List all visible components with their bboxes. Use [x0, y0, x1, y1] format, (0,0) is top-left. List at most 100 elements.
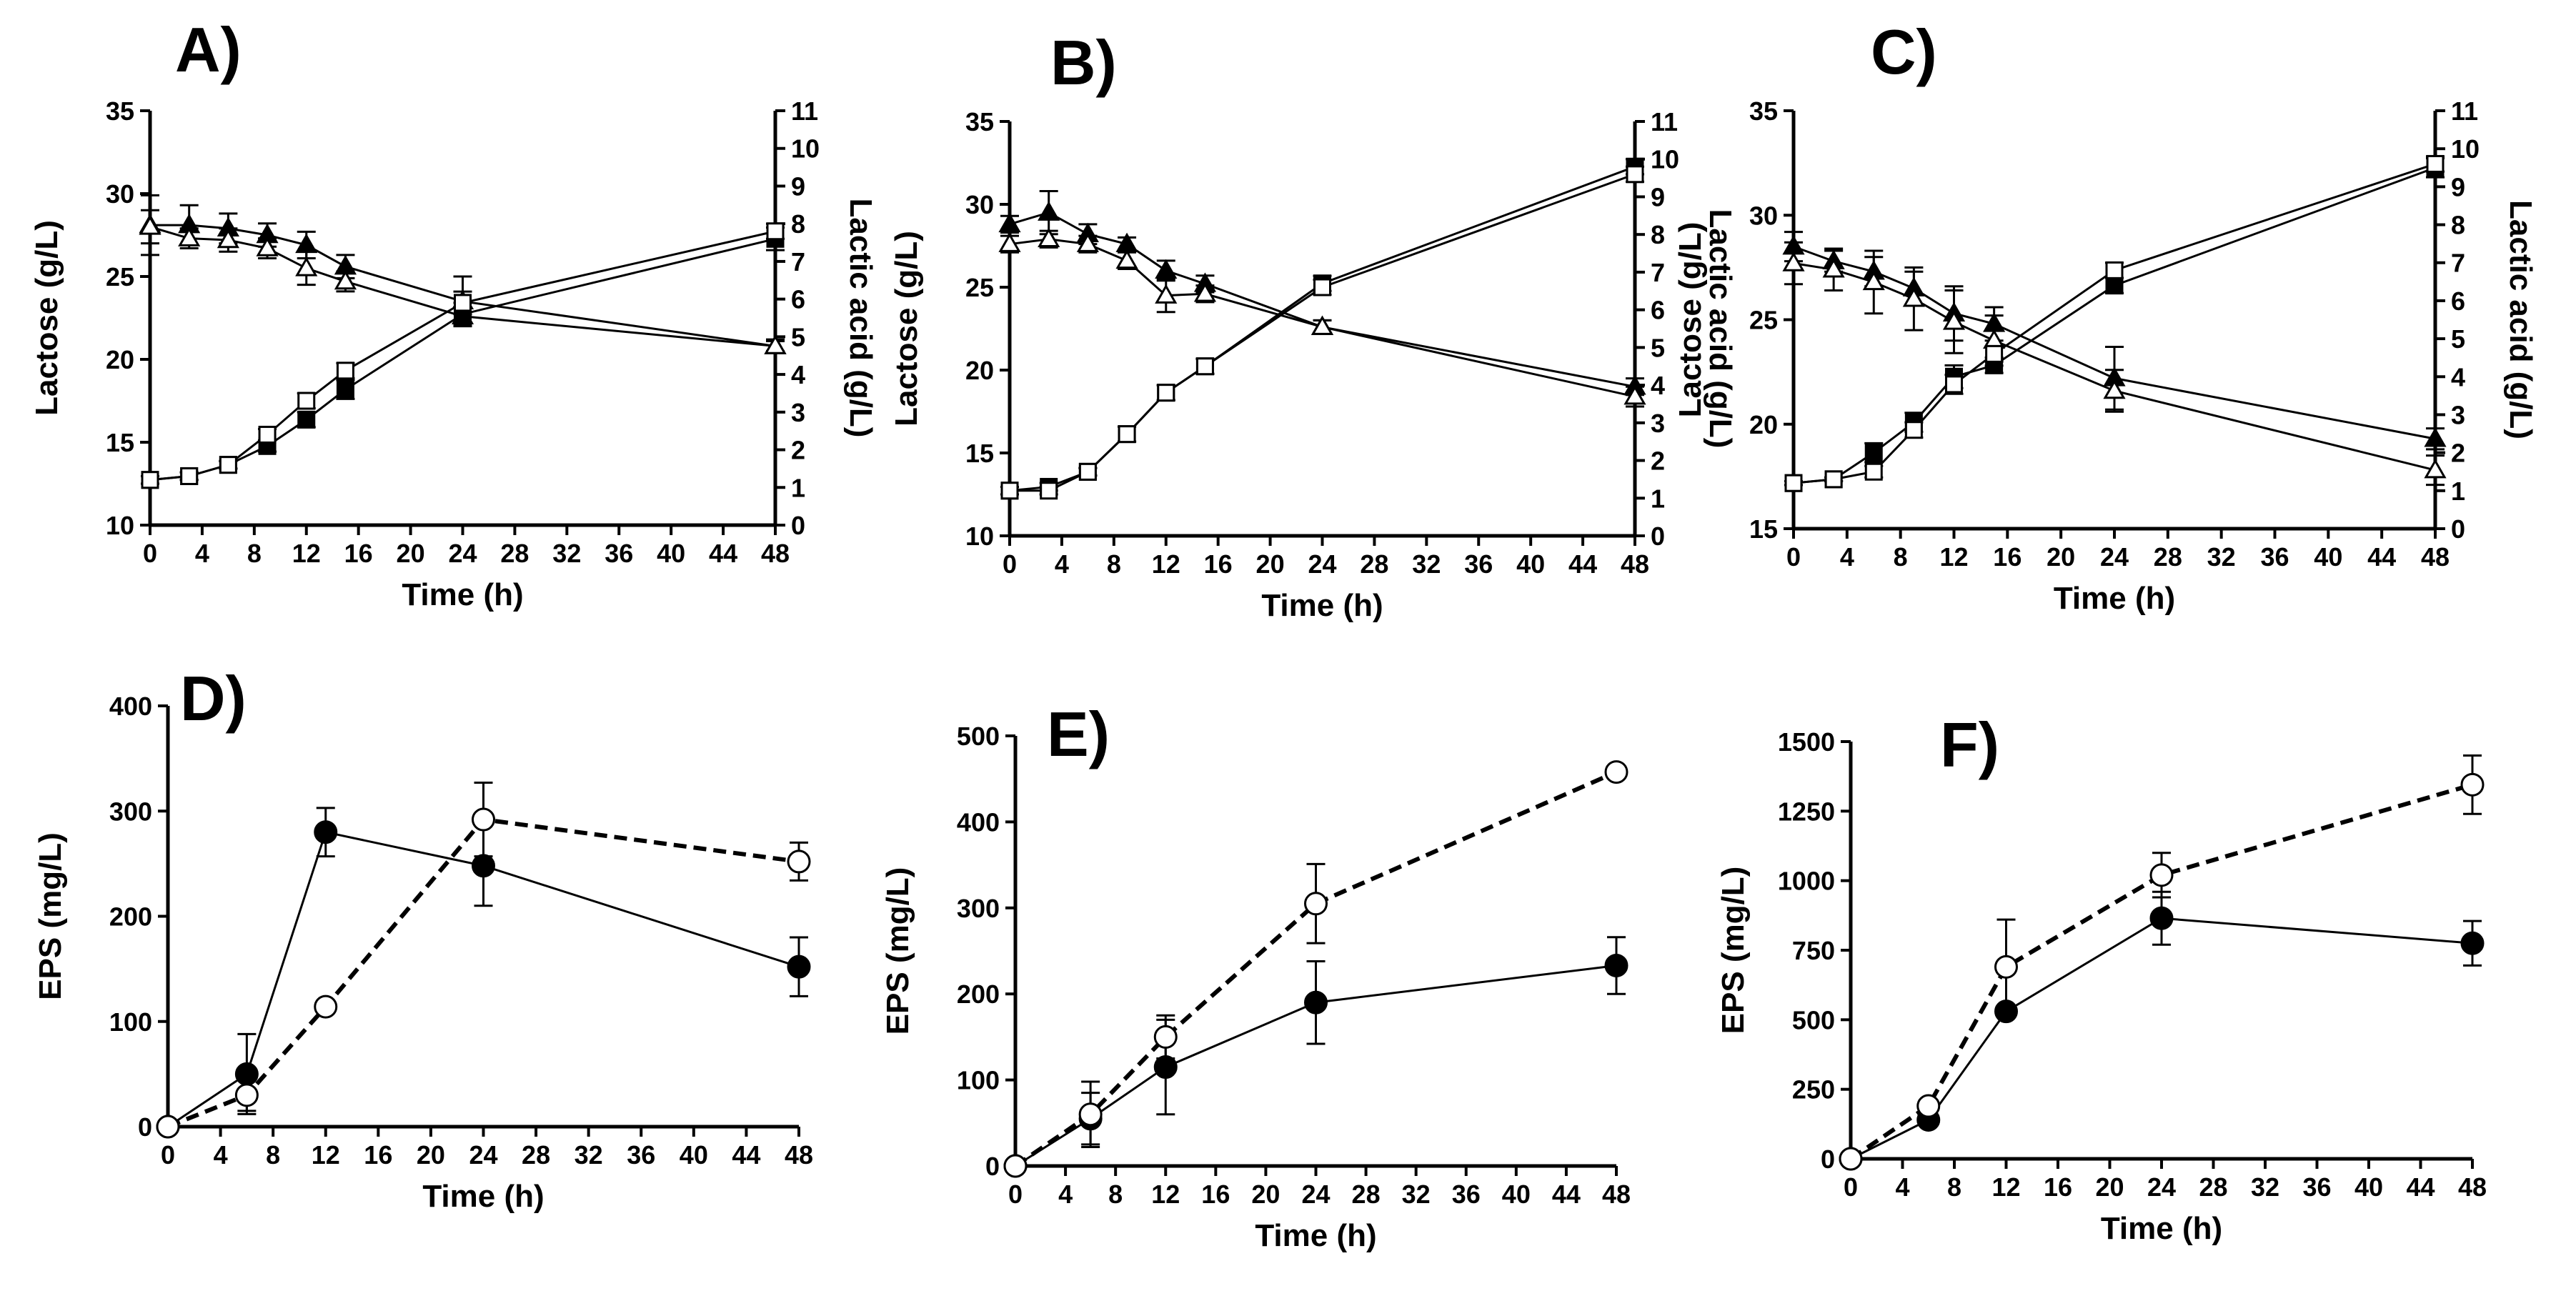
y-tick-label: 300 [957, 894, 1000, 923]
series-line [1793, 163, 2436, 484]
data-point-circle [1839, 1147, 1863, 1171]
x-tick-label: 20 [397, 539, 425, 568]
series-lactic-filled-square [141, 226, 785, 489]
data-point-circle [2149, 906, 2174, 930]
data-point-square [336, 362, 354, 380]
series-line [1014, 769, 1618, 1168]
panel-label: D) [180, 663, 247, 734]
series-lactic-open-square [1784, 154, 2445, 492]
y2-axis-label: Lactic acid (g/L) [2503, 200, 2538, 439]
y2-axis-label: Lactic acid (g/L) [1703, 209, 1738, 449]
y-tick-label: 25 [1749, 306, 1778, 335]
x-tick-label: 4 [1840, 542, 1854, 572]
x-tick-label: 8 [1108, 1180, 1123, 1209]
x-tick-label: 44 [732, 1140, 760, 1170]
x-tick-label: 32 [552, 539, 581, 568]
data-point-circle [1003, 1154, 1028, 1178]
x-tick-label: 20 [1251, 1180, 1280, 1209]
data-point-square [2105, 276, 2124, 295]
y2-tick-label: 8 [1651, 220, 1665, 249]
series-eps-open-circle [1003, 760, 1628, 1178]
x-axis-label: Time (h) [422, 1179, 544, 1214]
x-tick-label: 48 [761, 539, 790, 568]
x-tick-label: 20 [2095, 1172, 2124, 1202]
y2-tick-label: 10 [791, 134, 820, 164]
y2-tick-label: 8 [791, 209, 805, 239]
x-tick-label: 44 [2367, 542, 2396, 572]
y-tick-label: 20 [106, 345, 134, 374]
y2-tick-label: 5 [1651, 333, 1665, 362]
y-tick-label: 0 [985, 1152, 1000, 1181]
x-tick-label: 40 [657, 539, 685, 568]
series-eps-open-circle [156, 781, 811, 1139]
y-tick-label: 400 [109, 692, 152, 721]
panel-label: B) [1050, 27, 1117, 98]
x-axis-label: Time (h) [402, 577, 523, 612]
data-point-square [1864, 462, 1883, 481]
x-axis-label: Time (h) [1255, 1218, 1376, 1253]
data-point-square [219, 456, 237, 474]
x-tick-label: 4 [195, 539, 209, 568]
y2-tick-label: 9 [791, 171, 805, 201]
y2-tick-label: 4 [791, 360, 805, 389]
data-point-circle [1994, 954, 2018, 979]
y2-tick-label: 5 [2451, 324, 2465, 354]
x-tick-label: 40 [2314, 542, 2342, 572]
data-point-square [1626, 165, 1644, 184]
series-eps-filled-circle [1003, 936, 1628, 1178]
data-point-triangle [334, 269, 357, 290]
x-axis-label: Time (h) [1261, 588, 1383, 623]
y-axis-label: EPS (mg/L) [33, 832, 68, 1000]
y2-tick-label: 8 [2451, 211, 2465, 240]
y-tick-label: 0 [1821, 1145, 1835, 1174]
y2-tick-label: 0 [2451, 514, 2465, 544]
data-point-square [766, 222, 785, 241]
data-point-circle [787, 954, 811, 979]
y-tick-label: 1250 [1778, 797, 1835, 826]
y2-tick-label: 4 [2451, 362, 2465, 392]
x-tick-label: 12 [1152, 549, 1180, 579]
y2-tick-label: 6 [2451, 286, 2465, 316]
series-lactose-open-triangle [998, 227, 1646, 408]
data-point-triangle [1155, 259, 1178, 279]
x-tick-label: 48 [2421, 542, 2450, 572]
y2-tick-label: 9 [2451, 172, 2465, 201]
y2-tick-label: 2 [791, 436, 805, 465]
data-point-circle [1153, 1055, 1178, 1080]
data-point-triangle [1038, 227, 1060, 247]
x-tick-label: 40 [1516, 549, 1545, 579]
x-tick-label: 0 [1844, 1172, 1858, 1202]
data-point-triangle [1076, 232, 1099, 252]
data-point-circle [1078, 1102, 1103, 1127]
data-point-square [1945, 375, 1963, 394]
y-tick-label: 35 [106, 96, 134, 126]
x-tick-label: 24 [1308, 549, 1336, 579]
series-lactose-filled-triangle [139, 194, 787, 354]
data-point-circle [1153, 1025, 1178, 1049]
series-line [1793, 166, 2436, 484]
data-point-square [297, 410, 316, 429]
series-line [149, 237, 776, 482]
data-point-circle [1304, 892, 1328, 916]
data-point-circle [2460, 931, 2485, 955]
x-tick-label: 16 [344, 539, 373, 568]
data-point-triangle [1822, 258, 1845, 278]
data-point-triangle [764, 334, 787, 354]
x-tick-label: 4 [1895, 1172, 1909, 1202]
x-tick-label: 44 [1552, 1180, 1581, 1209]
y-tick-label: 15 [1749, 514, 1778, 544]
x-tick-label: 32 [2207, 542, 2236, 572]
series-lactic-open-square [141, 222, 785, 489]
x-tick-label: 8 [1947, 1172, 1961, 1202]
x-tick-label: 24 [469, 1140, 497, 1170]
x-tick-label: 28 [522, 1140, 550, 1170]
data-point-square [1824, 470, 1843, 489]
y2-axis-label: Lactic acid (g/L) [843, 199, 878, 438]
data-point-square [1078, 462, 1097, 481]
x-tick-label: 0 [1003, 549, 1017, 579]
data-point-circle [156, 1115, 180, 1139]
x-tick-label: 12 [312, 1140, 340, 1170]
data-point-square [2426, 154, 2445, 173]
series-eps-filled-circle [156, 807, 811, 1139]
